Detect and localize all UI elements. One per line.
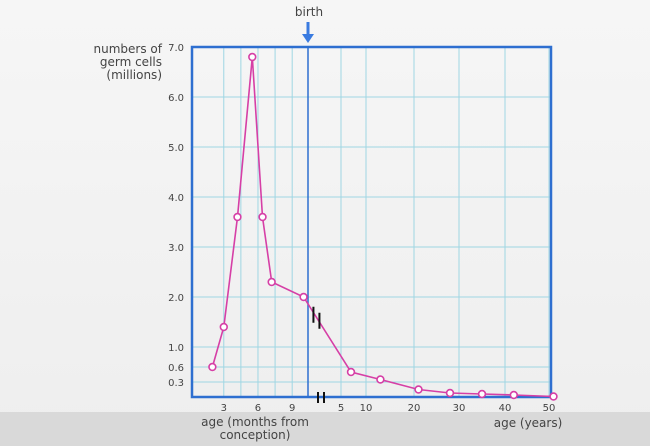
y-tick-label: 0.3 — [168, 378, 184, 389]
data-point — [477, 389, 487, 399]
data-point — [414, 385, 423, 394]
y-tick-label: 7.0 — [168, 43, 184, 54]
data-point — [208, 362, 217, 372]
data-point — [258, 212, 267, 222]
y-axis-label: numbers of germ cells (millions) — [52, 43, 162, 82]
y-tick-label: 5.0 — [168, 143, 184, 154]
birth-annotation-label: birth — [294, 5, 324, 19]
footer-band — [0, 412, 650, 446]
x-tick-label-months: 3 — [221, 403, 227, 414]
y-axis-label-line-1: numbers of — [93, 42, 162, 56]
y-tick-label: 3.0 — [168, 243, 184, 254]
x-axis-label-months-line-2: conception) — [219, 428, 291, 442]
data-point — [509, 390, 518, 400]
data-point — [445, 388, 455, 398]
data-point — [233, 212, 242, 222]
x-tick-label-years: 10 — [360, 403, 373, 414]
x-tick-label-years: 50 — [543, 403, 556, 414]
x-axis-label-years: age (years) — [493, 416, 563, 430]
x-axis-label-months: age (months from conception) — [195, 416, 315, 442]
y-tick-label: 6.0 — [168, 93, 184, 104]
data-point — [219, 322, 228, 332]
y-axis-label-line-3: (millions) — [106, 68, 162, 82]
y-axis-label-line-2: germ cells — [99, 55, 162, 69]
plot-frame — [190, 45, 553, 399]
birth-arrow-head — [302, 34, 314, 43]
data-point — [549, 392, 558, 401]
data-point — [299, 292, 308, 302]
x-axis-label-months-line-1: age (months from — [201, 415, 309, 429]
x-tick-label-years: 20 — [408, 403, 421, 414]
data-point — [267, 277, 276, 287]
data-point — [346, 367, 356, 377]
x-tick-label-years: 40 — [499, 403, 512, 414]
series-line — [211, 56, 554, 398]
data-point — [376, 375, 385, 384]
y-tick-label: 2.0 — [168, 293, 184, 304]
x-tick-label-years: 5 — [338, 403, 344, 414]
y-tick-label: 4.0 — [168, 193, 184, 204]
x-tick-label-months: 6 — [255, 403, 261, 414]
x-tick-label-years: 30 — [453, 403, 466, 414]
x-tick-label-months: 9 — [289, 403, 295, 414]
data-point — [248, 52, 257, 62]
y-tick-label: 1.0 — [168, 343, 184, 354]
y-tick-label: 0.6 — [168, 363, 184, 374]
